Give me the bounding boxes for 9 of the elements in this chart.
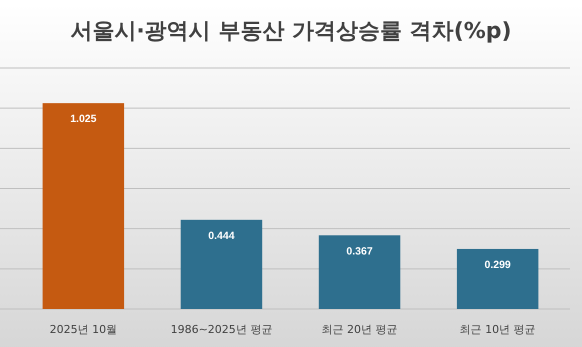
x-tick-label: 최근 20년 평균 bbox=[322, 323, 398, 336]
data-label: 0.444 bbox=[208, 230, 235, 242]
data-label: 1.025 bbox=[70, 113, 97, 126]
x-tick-label: 1986~2025년 평균 bbox=[170, 323, 272, 336]
data-label: 0.367 bbox=[346, 245, 373, 258]
x-tick-label: 최근 10년 평균 bbox=[460, 323, 536, 336]
data-label: 0.299 bbox=[484, 258, 511, 271]
x-tick-label: 2025년 10월 bbox=[50, 323, 118, 336]
chart-title: 서울시·광역시 부동산 가격상승률 격차(%p) bbox=[70, 19, 512, 44]
